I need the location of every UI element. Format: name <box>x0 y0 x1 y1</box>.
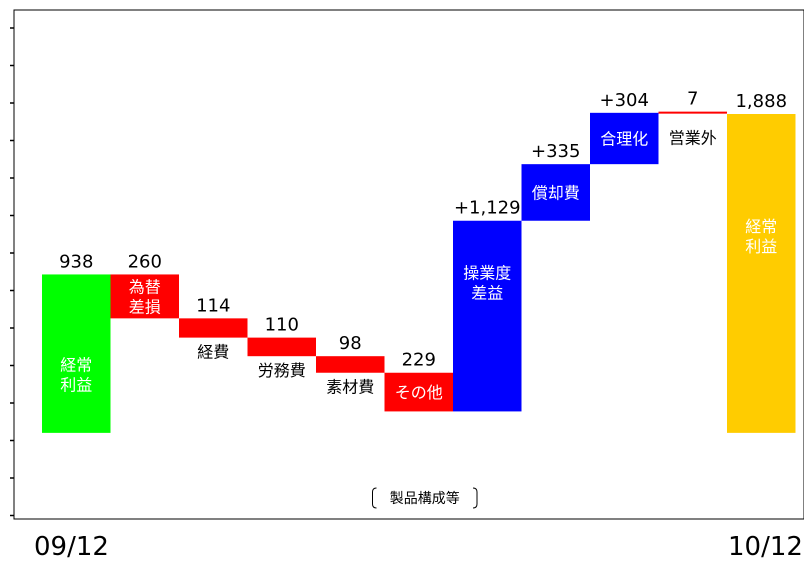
bar-5 <box>384 372 453 412</box>
bar-9 <box>658 111 727 114</box>
bar-below-label-3: 労務費 <box>258 361 306 380</box>
bar-1 <box>110 274 179 319</box>
value-label-3: 110 <box>265 315 299 336</box>
value-label-10: 1,888 <box>735 91 787 112</box>
bar-4 <box>316 356 385 373</box>
value-label-2: 114 <box>196 295 230 316</box>
bar-label-6-0: 操業度 <box>463 264 511 283</box>
value-label-9: 7 <box>687 89 698 110</box>
value-label-4: 98 <box>339 333 362 354</box>
bar-below-label-4: 素材費 <box>326 378 374 397</box>
value-label-0: 938 <box>59 251 93 272</box>
bar-label-0-1: 利益 <box>60 375 92 394</box>
bracket-note: 製品構成等 <box>390 490 460 507</box>
bar-0 <box>42 274 111 433</box>
bar-8 <box>590 112 659 165</box>
bar-label-6-1: 差益 <box>471 284 503 303</box>
bracket-marks <box>372 487 478 509</box>
bar-label-7-0: 償却費 <box>532 183 580 202</box>
period-label-start: 09/12 <box>34 532 109 562</box>
value-label-1: 260 <box>128 251 162 272</box>
plot-frame <box>13 9 804 520</box>
value-label-8: +304 <box>600 90 649 111</box>
period-label-end: 10/12 <box>728 532 803 562</box>
bar-2 <box>179 318 248 338</box>
bar-below-label-2: 経費 <box>197 343 229 362</box>
bar-label-0-0: 経常 <box>60 355 92 374</box>
bar-label-10-1: 利益 <box>745 237 777 256</box>
bar-label-10-0: 経常 <box>745 217 777 236</box>
bar-6 <box>453 220 522 412</box>
value-label-7: +335 <box>531 141 580 162</box>
bar-label-1-1: 差損 <box>129 297 161 316</box>
bar-7 <box>521 164 590 221</box>
bar-10 <box>727 114 796 433</box>
value-label-6: +1,129 <box>454 198 521 219</box>
bar-label-1-0: 為替 <box>129 277 161 296</box>
bar-3 <box>247 337 316 357</box>
bar-label-9-0: 営業外 <box>669 129 717 148</box>
bar-label-8-0: 合理化 <box>600 129 648 148</box>
bar-label-5-0: その他 <box>395 383 443 402</box>
value-label-5: 229 <box>402 350 436 371</box>
